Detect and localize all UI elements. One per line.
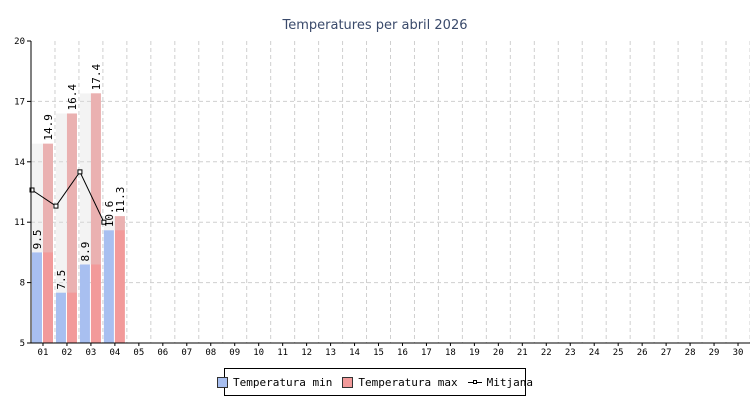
legend-item-max: Temperatura max	[342, 375, 458, 389]
y-tick-label: 20	[14, 37, 25, 47]
y-tick-label: 14	[14, 158, 25, 168]
y-tick-label: 17	[14, 97, 25, 107]
bar-max	[90, 93, 101, 343]
range-band	[32, 143, 53, 253]
x-tick-label: 28	[685, 348, 696, 358]
data-label-min: 7.5	[55, 270, 68, 290]
x-tick-label: 26	[637, 348, 648, 358]
x-tick-label: 07	[181, 348, 192, 358]
y-tick-label: 8	[20, 279, 25, 289]
y-tick-label: 11	[14, 218, 25, 228]
legend: Temperatura min Temperatura max Mitjana	[216, 368, 533, 396]
data-label-max: 17.4	[90, 63, 103, 90]
average-polyline	[31, 170, 105, 223]
average-line	[29, 169, 107, 225]
legend-label-max: Temperatura max	[358, 375, 458, 389]
x-tick-label: 30	[733, 348, 744, 358]
x-tick-label: 22	[541, 348, 552, 358]
data-label-max: 11.3	[114, 187, 127, 214]
average-point	[53, 203, 59, 209]
range-band	[103, 216, 125, 231]
x-tick-label: 01	[38, 348, 49, 358]
range-band	[55, 113, 77, 293]
x-tick-label: 10	[253, 348, 264, 358]
data-labels: 9.5 14.9 7.5 16.4 8.9 17.4 10.611.3	[31, 63, 127, 289]
data-label-min: 10.6	[103, 201, 116, 228]
x-tick-label: 18	[445, 348, 456, 358]
x-tick-label: 23	[565, 348, 576, 358]
x-tick-label: 12	[301, 348, 312, 358]
x-tick-label: 13	[325, 348, 336, 358]
x-tick-label: 11	[277, 348, 288, 358]
bar-min	[79, 264, 90, 343]
axes: 5 8 11 14 17 20 01 02 03 04 05 06 07 08 09 10 11 12 13 14 15…	[14, 37, 750, 358]
legend-item-average: Mitjana	[467, 375, 534, 389]
bar-max	[43, 143, 53, 343]
data-label-min: 8.9	[79, 242, 92, 262]
y-tick-label: 5	[20, 339, 25, 349]
grid	[31, 41, 750, 343]
bar-min	[103, 230, 114, 343]
x-tick-label: 19	[469, 348, 480, 358]
x-tick-label: 21	[517, 348, 528, 358]
data-label-max: 14.9	[42, 114, 55, 141]
x-tick-label: 25	[613, 348, 624, 358]
x-tick-label: 03	[85, 348, 96, 358]
x-tick-label: 14	[349, 348, 360, 358]
legend-swatch-max	[342, 376, 354, 388]
x-tick-label: 27	[661, 348, 672, 358]
legend-label-min: Temperatura min	[232, 375, 333, 389]
legend-item-min: Temperatura min	[216, 375, 333, 389]
x-tick-label: 06	[157, 348, 168, 358]
x-tick-label: 15	[373, 348, 384, 358]
average-point	[77, 169, 83, 175]
x-tick-label: 24	[589, 348, 600, 358]
x-tick-label: 04	[109, 348, 120, 358]
range-band	[79, 93, 101, 265]
x-tick-label: 20	[493, 348, 504, 358]
bar-min	[32, 252, 42, 343]
x-tick-label: 16	[397, 348, 408, 358]
legend-label-average: Mitjana	[486, 375, 534, 389]
legend-swatch-average	[467, 377, 482, 388]
bar-min	[55, 292, 66, 343]
bar-max	[114, 216, 125, 343]
average-point	[29, 187, 35, 193]
x-tick-label: 08	[205, 348, 216, 358]
x-tick-label: 02	[62, 348, 73, 358]
chart-title: Temperatures per abril 2026	[282, 18, 468, 33]
x-tick-label: 17	[421, 348, 432, 358]
data-label-min: 9.5	[31, 230, 44, 250]
x-tick-label: 09	[229, 348, 240, 358]
x-tick-label: 29	[709, 348, 720, 358]
bar-max	[66, 113, 77, 343]
average-point	[101, 219, 107, 225]
legend-swatch-min	[216, 376, 228, 388]
bars	[32, 93, 125, 343]
x-tick-label: 05	[133, 348, 144, 358]
data-label-max: 16.4	[66, 84, 79, 111]
